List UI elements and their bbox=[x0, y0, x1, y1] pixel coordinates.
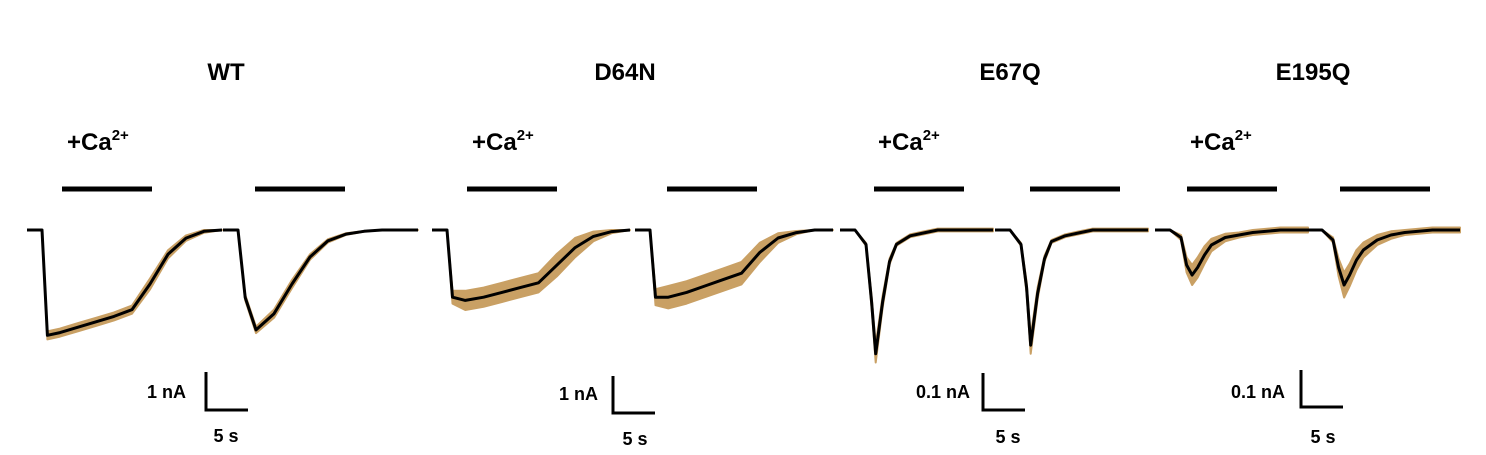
scale-current-label: 1 nA bbox=[147, 382, 186, 402]
panel-title-e67q: E67Q bbox=[979, 59, 1040, 86]
scale-bar-e67q: 0.1 nA 5 s bbox=[916, 373, 1025, 447]
mean-trace-d64n-2 bbox=[635, 228, 833, 299]
sem-band-e195q-2 bbox=[1321, 226, 1461, 299]
mean-trace-wt-2 bbox=[223, 228, 418, 332]
panel-title-wt: WT bbox=[207, 59, 245, 86]
scale-time-label: 5 s bbox=[995, 427, 1020, 447]
stim-label-d64n: +Ca2+ bbox=[472, 127, 534, 156]
scale-time-label: 5 s bbox=[1310, 427, 1335, 447]
mean-trace-e67q-1 bbox=[840, 228, 993, 356]
mean-trace-e67q-2 bbox=[995, 228, 1148, 347]
mean-trace-d64n-1 bbox=[432, 228, 631, 302]
sem-band-wt-2 bbox=[237, 229, 419, 335]
stim-label-e67q: +Ca2+ bbox=[878, 127, 940, 156]
mean-trace-wt-1 bbox=[27, 228, 223, 337]
mean-trace-e195q-2 bbox=[1307, 228, 1460, 287]
scale-bar-lines bbox=[1299, 370, 1343, 409]
stim-label-e195q: +Ca2+ bbox=[1190, 127, 1252, 156]
scale-time-label: 5 s bbox=[622, 429, 647, 449]
scale-bar-e195q: 0.1 nA 5 s bbox=[1231, 370, 1343, 447]
scale-bar-wt: 1 nA 5 s bbox=[147, 372, 248, 446]
mean-trace-e195q-1 bbox=[1155, 228, 1308, 277]
trace-group bbox=[27, 226, 1461, 364]
scale-time-label: 5 s bbox=[213, 426, 238, 446]
scale-bar-lines bbox=[204, 372, 248, 412]
panel-title-e195q: E195Q bbox=[1276, 59, 1351, 86]
stim-label-wt: +Ca2+ bbox=[67, 127, 129, 156]
panel-title-d64n: D64N bbox=[594, 59, 655, 86]
scale-current-label: 0.1 nA bbox=[1231, 382, 1285, 402]
scale-bar-d64n: 1 nA 5 s bbox=[559, 376, 655, 449]
sem-band-d64n-2 bbox=[649, 229, 834, 310]
scale-current-label: 1 nA bbox=[559, 384, 598, 404]
scale-bar-lines bbox=[981, 373, 1025, 412]
sem-band-wt-1 bbox=[41, 229, 223, 341]
scale-current-label: 0.1 nA bbox=[916, 382, 970, 402]
scale-bar-lines bbox=[611, 376, 655, 415]
